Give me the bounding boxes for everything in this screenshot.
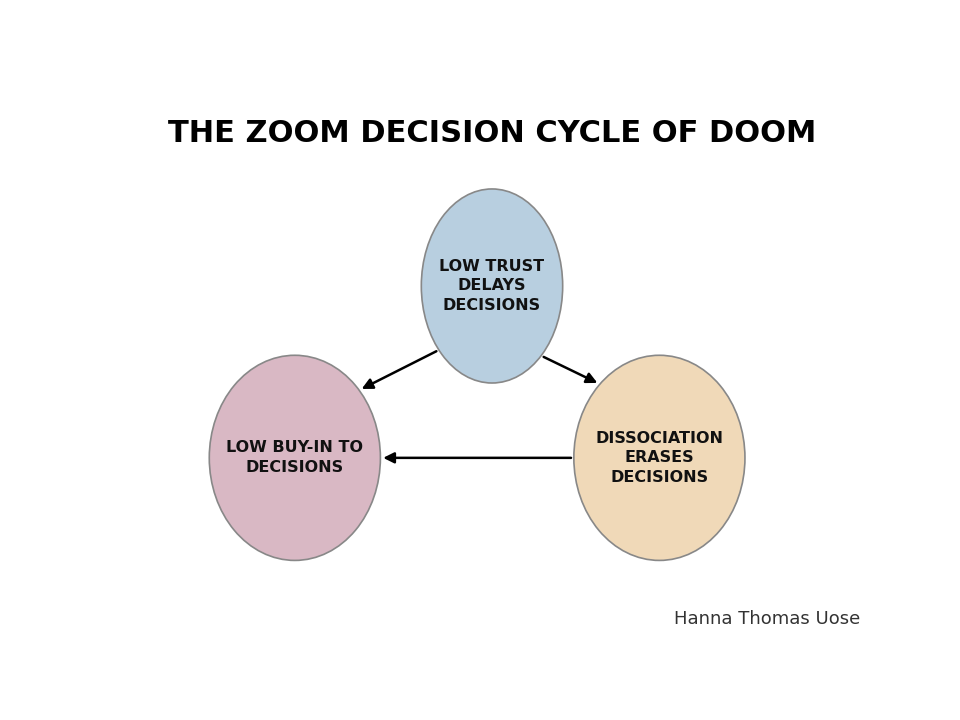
Text: LOW BUY-IN TO
DECISIONS: LOW BUY-IN TO DECISIONS — [227, 441, 363, 475]
Ellipse shape — [421, 189, 563, 383]
Ellipse shape — [574, 355, 745, 560]
Ellipse shape — [209, 355, 380, 560]
Text: LOW TRUST
DELAYS
DECISIONS: LOW TRUST DELAYS DECISIONS — [440, 258, 544, 313]
Text: THE ZOOM DECISION CYCLE OF DOOM: THE ZOOM DECISION CYCLE OF DOOM — [168, 119, 816, 148]
Text: Hanna Thomas Uose: Hanna Thomas Uose — [674, 610, 860, 628]
Text: DISSOCIATION
ERASES
DECISIONS: DISSOCIATION ERASES DECISIONS — [595, 431, 724, 485]
